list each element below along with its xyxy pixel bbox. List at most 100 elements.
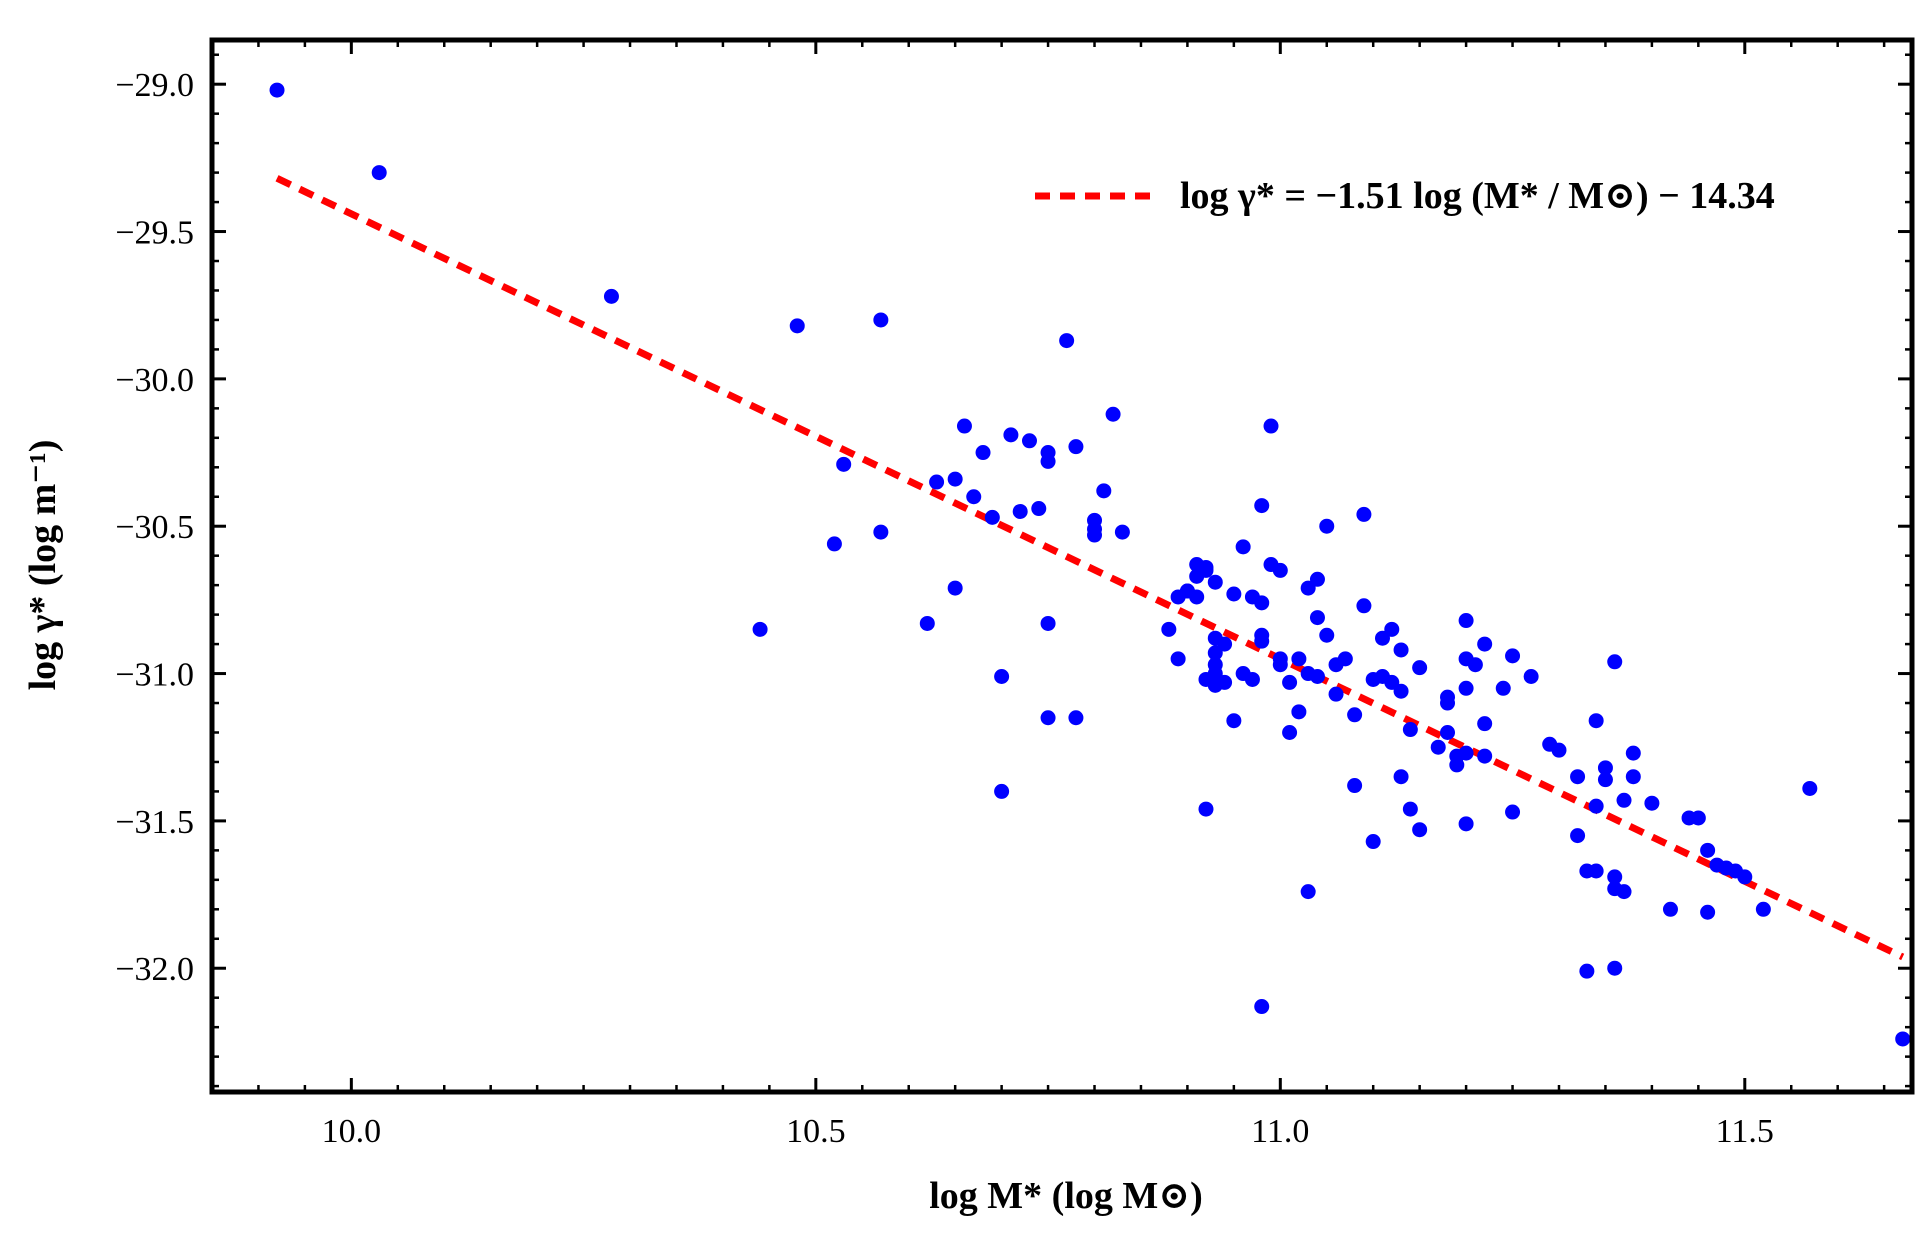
data-point xyxy=(1551,742,1567,758)
y-tick-label: −31.0 xyxy=(115,657,194,694)
data-point xyxy=(1662,901,1678,917)
data-point xyxy=(975,445,991,461)
data-point xyxy=(1012,503,1028,519)
data-point xyxy=(1347,707,1363,723)
data-point xyxy=(1105,406,1121,422)
data-point xyxy=(1700,842,1716,858)
data-point xyxy=(1412,822,1428,838)
data-point xyxy=(1356,598,1372,614)
fit-line xyxy=(275,175,1905,961)
data-point xyxy=(1430,739,1446,755)
data-point xyxy=(1300,884,1316,900)
y-axis-title: log γ* (log m⁻¹) xyxy=(22,440,64,691)
data-point xyxy=(966,489,982,505)
data-point xyxy=(1477,748,1493,764)
data-point xyxy=(1505,648,1521,664)
data-point xyxy=(1588,798,1604,814)
data-point xyxy=(1365,834,1381,850)
data-point xyxy=(1263,418,1279,434)
data-point xyxy=(1597,760,1613,776)
data-point xyxy=(1458,613,1474,629)
data-point xyxy=(1393,683,1409,699)
data-point xyxy=(947,580,963,596)
data-point xyxy=(1170,651,1186,667)
data-point xyxy=(1207,666,1223,682)
data-point xyxy=(873,524,889,540)
data-point xyxy=(1040,453,1056,469)
data-point xyxy=(1895,1031,1911,1047)
x-tick-label: 10.0 xyxy=(322,1113,382,1150)
data-point xyxy=(1356,506,1372,522)
data-point xyxy=(1625,769,1641,785)
y-tick-label: −30.5 xyxy=(115,509,194,546)
fit-line-layer xyxy=(275,175,1905,961)
data-point xyxy=(1114,524,1130,540)
data-point xyxy=(752,621,768,637)
data-point xyxy=(1616,792,1632,808)
data-point xyxy=(1068,439,1084,455)
data-point xyxy=(1588,863,1604,879)
data-point xyxy=(1458,680,1474,696)
data-point xyxy=(1402,801,1418,817)
data-point xyxy=(1254,595,1270,611)
data-point xyxy=(1477,636,1493,652)
data-point xyxy=(1384,621,1400,637)
data-point xyxy=(1579,963,1595,979)
x-axis-title: log M* (log M⊙) xyxy=(929,1175,1203,1217)
data-point xyxy=(1254,498,1270,514)
data-point xyxy=(1198,801,1214,817)
y-tick-label: −32.0 xyxy=(115,951,194,988)
data-point xyxy=(1458,816,1474,832)
data-point xyxy=(1040,710,1056,726)
data-point xyxy=(929,474,945,490)
data-point xyxy=(1477,716,1493,732)
plot-frame xyxy=(209,37,1915,1095)
data-point xyxy=(1588,713,1604,729)
data-point xyxy=(1505,804,1521,820)
data-point xyxy=(1217,636,1233,652)
data-point xyxy=(1690,810,1706,826)
x-tick-label: 11.5 xyxy=(1716,1113,1774,1150)
data-point xyxy=(1402,722,1418,738)
data-point xyxy=(1198,559,1214,575)
data-point xyxy=(1440,724,1456,740)
data-point xyxy=(1495,680,1511,696)
data-point xyxy=(1755,901,1771,917)
data-point xyxy=(1616,884,1632,900)
data-point xyxy=(1207,574,1223,590)
data-point xyxy=(1347,778,1363,794)
data-point xyxy=(1319,518,1335,534)
data-point xyxy=(1254,999,1270,1015)
data-point xyxy=(1319,627,1335,643)
data-point xyxy=(1570,769,1586,785)
data-point xyxy=(1384,674,1400,690)
data-point xyxy=(1272,562,1288,578)
data-point xyxy=(1644,795,1660,811)
data-point xyxy=(603,288,619,304)
y-tick-label: −30.0 xyxy=(115,362,194,399)
data-point xyxy=(371,165,387,181)
data-point xyxy=(1226,713,1242,729)
y-tick-label: −29.0 xyxy=(115,67,194,104)
data-point xyxy=(1597,772,1613,788)
data-point xyxy=(1607,960,1623,976)
data-point xyxy=(1393,642,1409,658)
x-tick-label: 11.0 xyxy=(1251,1113,1309,1150)
data-point xyxy=(1244,671,1260,687)
data-point xyxy=(1003,427,1019,443)
data-point xyxy=(1300,580,1316,596)
data-point xyxy=(1207,645,1223,661)
tick-labels-layer: 10.0 10.5 11.0 11.5 −29.0 −29.5 −30.0 −30.5 −31.… xyxy=(115,67,1774,1150)
data-point xyxy=(1523,669,1539,685)
data-point xyxy=(1226,586,1242,602)
data-point xyxy=(1291,704,1307,720)
data-point xyxy=(1607,869,1623,885)
data-point xyxy=(1700,904,1716,920)
data-point xyxy=(1235,539,1251,555)
plot-frame-layer xyxy=(209,37,1915,1095)
data-point xyxy=(789,318,805,334)
data-point xyxy=(1328,686,1344,702)
points-layer xyxy=(269,82,1911,1047)
data-point xyxy=(1412,660,1428,676)
